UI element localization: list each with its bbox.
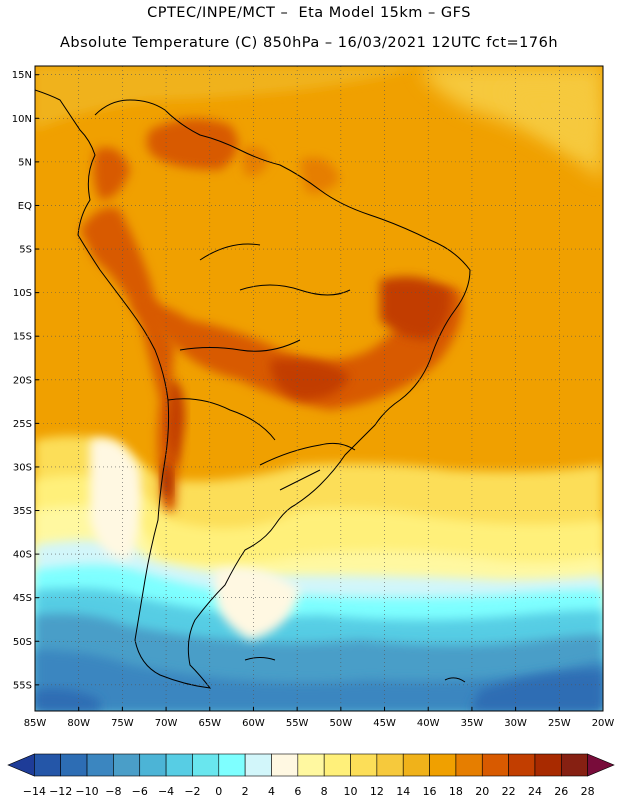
latitude-label: 40S [13, 550, 32, 561]
longitude-label: 75W [111, 718, 134, 729]
latitude-labels: 15N 10N 5N EQ 5S 10S 15S 20S 25S 30S 35S 40S 45S 50S 5… [12, 70, 39, 691]
colorbar-label: 0 [215, 785, 222, 798]
latitude-label: 50S [13, 637, 32, 648]
chart-title: CPTEC/INPE/MCT – Eta Model 15km – GFS [147, 5, 471, 21]
latitude-label: 15S [13, 332, 32, 343]
colorbar-label: −6 [132, 785, 148, 798]
longitude-label: 50W [330, 718, 353, 729]
latitude-label: 10N [12, 114, 32, 125]
coastlines [35, 89, 471, 689]
latitude-label: 35S [13, 506, 32, 517]
colorbar-label: −10 [75, 785, 98, 798]
graticule [34, 66, 604, 711]
latitude-label: 30S [13, 462, 32, 473]
colorbar-label: 28 [581, 785, 595, 798]
colorbar-label: 6 [294, 785, 301, 798]
colorbar-segment [481, 753, 509, 777]
colorbar-label: 16 [423, 785, 437, 798]
latitude-label: 45S [13, 593, 32, 604]
longitude-label: 45W [373, 718, 396, 729]
colorbar-arrow-high [587, 753, 615, 777]
colorbar-segment [34, 753, 61, 777]
colorbar-segment [192, 753, 220, 777]
latitude-label: 5N [18, 157, 32, 168]
longitude-label: 65W [198, 718, 221, 729]
colorbar-label: 20 [475, 785, 489, 798]
latitude-label: 55S [13, 680, 32, 691]
colorbar-arrow-low [7, 753, 35, 777]
colorbar-segment [402, 753, 430, 777]
colorbar-segment [429, 753, 457, 777]
longitude-label: 55W [286, 718, 309, 729]
colorbar-segment [86, 753, 114, 777]
colorbar-segment [244, 753, 272, 777]
colorbar-label: 2 [242, 785, 249, 798]
colorbar-label: −2 [184, 785, 200, 798]
longitude-labels: 85W 80W 75W 70W 65W 60W 55W 50W 45W 40W 35W 30W 25W 2… [24, 707, 615, 729]
colorbar-segment [323, 753, 351, 777]
longitude-label: 30W [504, 718, 527, 729]
colorbar-segment [297, 753, 325, 777]
longitude-label: 70W [155, 718, 178, 729]
colorbar-label: 24 [528, 785, 542, 798]
map-frame [34, 65, 604, 712]
latitude-label: 25S [13, 419, 32, 430]
colorbar-label: −8 [105, 785, 121, 798]
latitude-label: EQ [18, 201, 32, 212]
colorbar-segment [534, 753, 562, 777]
latitude-label: 5S [19, 245, 32, 256]
colorbar-label: 8 [321, 785, 328, 798]
colorbar-segment [271, 753, 299, 777]
colorbar-segment [60, 753, 88, 777]
colorbar-label: 4 [268, 785, 275, 798]
colorbar-label: −4 [158, 785, 174, 798]
colorbar-segment [218, 753, 246, 777]
colorbar-segment [113, 753, 141, 777]
longitude-label: 25W [548, 718, 571, 729]
colorbar-label: 22 [502, 785, 516, 798]
colorbar-segment [139, 753, 167, 777]
latitude-label: 20S [13, 375, 32, 386]
colorbar [7, 753, 615, 777]
chart-subtitle: Absolute Temperature (C) 850hPa – 16/03/… [59, 35, 559, 51]
colorbar-segment [350, 753, 378, 777]
colorbar-segment [455, 753, 483, 777]
longitude-label: 20W [592, 718, 615, 729]
colorbar-label: −12 [49, 785, 72, 798]
colorbar-label: −14 [23, 785, 46, 798]
colorbar-segment [561, 753, 588, 777]
colorbar-label: 14 [396, 785, 410, 798]
longitude-label: 85W [24, 718, 47, 729]
longitude-label: 80W [67, 718, 90, 729]
longitude-label: 40W [417, 718, 440, 729]
longitude-label: 60W [242, 718, 265, 729]
latitude-label: 15N [12, 70, 32, 81]
temperature-field [35, 66, 603, 711]
colorbar-segment [376, 753, 404, 777]
colorbar-labels: −14 −12 −10 −8 −6 −4 −2 0 2 4 6 8 10 12 14 16 18 20 22 24 26… [23, 785, 595, 798]
colorbar-label: 12 [370, 785, 384, 798]
colorbar-segment [508, 753, 536, 777]
colorbar-label: 10 [344, 785, 358, 798]
longitude-label: 35W [461, 718, 484, 729]
colorbar-segment [165, 753, 193, 777]
colorbar-label: 26 [554, 785, 568, 798]
colorbar-label: 18 [449, 785, 463, 798]
latitude-label: 10S [13, 288, 32, 299]
